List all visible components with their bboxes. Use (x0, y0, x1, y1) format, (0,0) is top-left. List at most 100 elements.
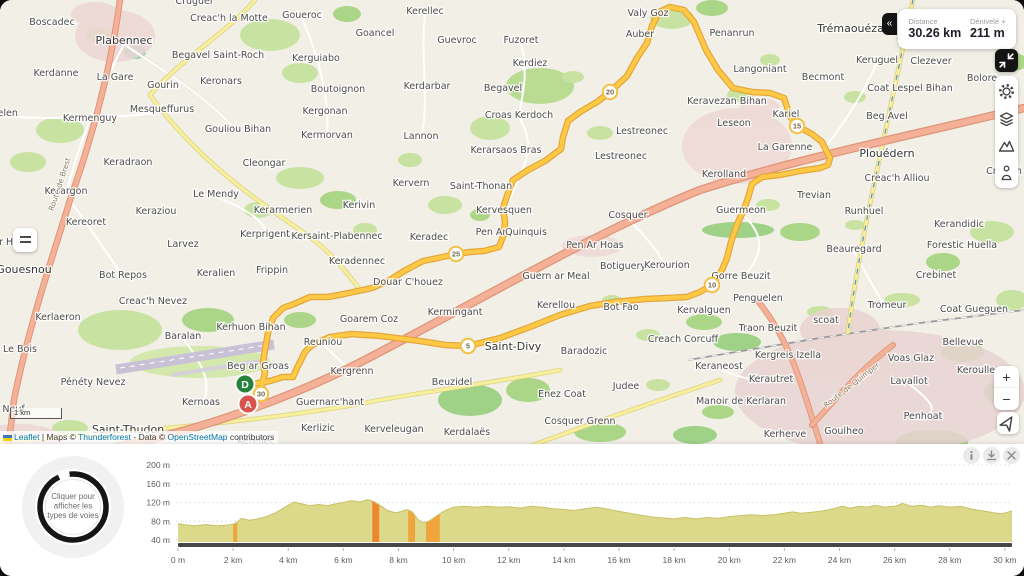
settings-gear-button[interactable] (995, 78, 1018, 105)
map-svg[interactable]: Cruguel Boscadec Creac'h la Motte Goueroc Ke… (0, 0, 1024, 444)
map-place-label: Crebinet (916, 270, 957, 281)
chart-y-tick-label: 40 m (151, 535, 170, 545)
map-place-label: Cosquer (608, 210, 647, 221)
map-place-label: Gorre Beuzit (711, 271, 770, 282)
route-end-marker[interactable]: A (237, 393, 259, 415)
map-place-label: Forestic Huella (927, 240, 997, 251)
map-place-label: Douar C'houez (373, 277, 443, 288)
map-place-label: Keroulle (957, 365, 995, 376)
distance-label: Distance (908, 16, 938, 26)
zoom-in-button[interactable]: + (994, 366, 1019, 388)
map-place-label: Kergrenn (331, 366, 374, 377)
fullscreen-exit-button[interactable] (995, 49, 1018, 72)
map-place-label: Kerhuon Bihan (216, 322, 285, 333)
chart-download-button[interactable] (983, 447, 1000, 464)
map-place-label: Lannon (404, 131, 439, 142)
map-place-label: Keralien (197, 268, 235, 279)
map-place-label: Goulheo (824, 426, 864, 437)
map-place-label: Cosquer Grenn (544, 416, 615, 427)
osm-link[interactable]: OpenStreetMap (167, 432, 228, 442)
surface-highlight-band (372, 499, 380, 542)
elevation-profile-panel: 40 m 80 m 120 m 160 m 200 m 0 m 2 km 4 km 6 km 8 … (0, 444, 1024, 576)
mountains-icon (998, 140, 1015, 152)
map-place-label: Kerellec (406, 6, 444, 17)
svg-text:A: A (244, 399, 252, 411)
layers-button[interactable] (995, 105, 1018, 132)
ukraine-flag-icon (3, 434, 12, 441)
gear-icon (999, 84, 1014, 99)
map-place-label: Kerlaeron (35, 312, 80, 323)
download-icon (986, 450, 997, 461)
map-place-label: Pen Ar (476, 227, 507, 238)
map-place-label: Keravezan Bihan (687, 96, 767, 107)
map-place-label: Baradozic (561, 346, 608, 357)
leaflet-link[interactable]: Leaflet (14, 432, 40, 442)
route-start-marker[interactable]: D (234, 373, 256, 395)
locate-me-button[interactable] (997, 412, 1019, 434)
map-container[interactable]: Cruguel Boscadec Creac'h la Motte Goueroc Ke… (0, 0, 1024, 444)
map-tool-column (995, 76, 1018, 188)
map-place-label: Kerquelen (0, 108, 18, 119)
map-place-label: Kerveleugan (364, 424, 423, 435)
map-place-label: Manoir de Kerlaran (696, 396, 786, 407)
road-types-donut[interactable]: Cliquer pour afficher les types de voies (13, 447, 133, 567)
zoom-out-button[interactable]: − (994, 388, 1019, 410)
route-km-marker: 30 (252, 385, 270, 403)
donut-arc (37, 471, 109, 543)
map-place-label: Trémaouézan (816, 22, 891, 35)
svg-text:30: 30 (257, 390, 265, 399)
map-place-label: Kergreis Izella (755, 350, 821, 361)
streetview-pegman-button[interactable] (995, 159, 1018, 186)
svg-text:D: D (241, 379, 249, 391)
map-place-label: Cruguel (175, 0, 212, 7)
map-place-label: Kerprigent (240, 229, 290, 240)
map-place-label: Lestreonec (616, 126, 668, 137)
airport-runway (115, 339, 275, 377)
map-place-label: Trevian (796, 190, 831, 201)
map-place-label: Kerautret (749, 374, 794, 385)
svg-text:15: 15 (793, 122, 801, 131)
map-scale-bar: 1 km (10, 408, 62, 419)
info-icon (970, 450, 973, 460)
map-place-label: scoat (813, 315, 839, 326)
route-km-marker: 20 (601, 83, 619, 101)
route-km-marker: 10 (703, 276, 721, 294)
map-place-label: Becmont (802, 72, 845, 83)
stats-collapse-button[interactable]: « (882, 13, 897, 35)
chart-y-tick-label: 80 m (151, 516, 170, 526)
map-place-label: Pénéty Nevez (61, 377, 126, 388)
map-place-label: Guern ar Meal (522, 271, 589, 282)
map-place-label: Penguelen (733, 293, 783, 304)
map-place-label: Kerdanne (33, 68, 78, 79)
map-place-label: La Garenne (758, 142, 813, 153)
layers-icon (999, 112, 1014, 127)
pegman-icon (1001, 165, 1012, 181)
route-km-marker: 25 (447, 245, 465, 263)
side-menu-handle[interactable] (13, 228, 37, 252)
map-place-label: Beuzidel (432, 377, 473, 388)
map-place-label: Creach Corcuff (648, 334, 719, 345)
map-place-label: Coat Gueguen (940, 304, 1008, 315)
chart-x-tick-label: 14 km (552, 555, 575, 565)
map-place-label: Bolore (967, 73, 997, 84)
map-place-label: Tromeur (867, 300, 907, 311)
chart-x-tick-label: 24 km (828, 555, 851, 565)
svg-text:10: 10 (708, 281, 716, 290)
map-place-label: Keradec (410, 232, 448, 243)
thunderforest-link[interactable]: Thunderforest (78, 432, 132, 442)
map-place-label: Bellevue (943, 337, 984, 348)
map-place-label: Langoniant (733, 64, 786, 75)
map-place-label: Creac'h Nevez (119, 296, 187, 307)
map-place-label: Begavel (484, 83, 522, 94)
elevation-mountains-button[interactable] (995, 132, 1018, 159)
donut-inner-disc (45, 479, 101, 535)
chart-info-button[interactable] (963, 447, 980, 464)
map-place-label: Baralan (165, 331, 202, 342)
map-place-label: Kerherve (764, 429, 807, 440)
chart-close-button[interactable] (1003, 447, 1020, 464)
map-place-label: Coat Lespel Bihan (867, 83, 953, 94)
chart-y-tick-label: 120 m (146, 498, 170, 508)
map-place-label: Plouédern (859, 147, 914, 160)
elevation-chart[interactable]: 40 m 80 m 120 m 160 m 200 m 0 m 2 km 4 km 6 km 8 … (0, 444, 1024, 576)
map-place-label: Traon Beuzit (738, 323, 798, 334)
